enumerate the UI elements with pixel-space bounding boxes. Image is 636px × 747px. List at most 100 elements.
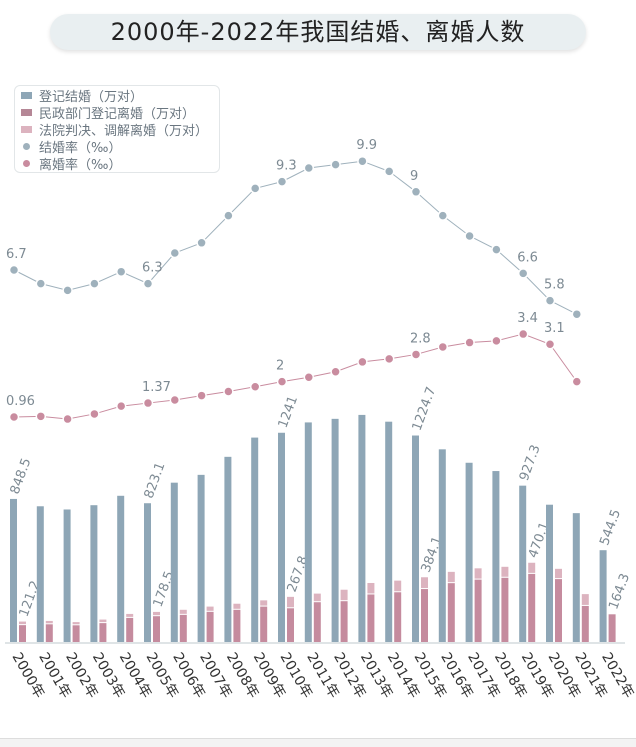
divorce-rate-point: [196, 390, 207, 401]
divorce-rate-point: [544, 338, 556, 350]
bar-civil-divorce: [45, 624, 53, 642]
divorce-rate-point: [89, 408, 100, 420]
bar-civil-divorce: [528, 573, 536, 642]
bar-marriage: [412, 435, 419, 642]
marriage-rate-point: [35, 278, 47, 289]
marriage-rate-point: [115, 266, 127, 277]
marriage-rate-label: 9: [410, 169, 418, 184]
bar-marriage: [117, 495, 125, 642]
bar-civil-divorce: [447, 583, 455, 642]
divorce-rate-point: [437, 341, 449, 353]
bar-court-divorce: [126, 613, 134, 617]
bar-court-divorce: [45, 620, 53, 624]
divorce-rate-point: [249, 381, 261, 392]
marriage-rate-point: [330, 159, 341, 170]
divorce-rate-label: 2: [276, 359, 284, 374]
marriage-rate-point: [383, 166, 395, 177]
bar-civil-divorce: [340, 601, 348, 642]
divorce-rate-point: [142, 397, 154, 409]
marriage-rate-label: 5.8: [544, 278, 565, 293]
legend-label: 法院判决、调解离婚（万对）: [39, 124, 209, 139]
bar-marriage: [170, 482, 178, 642]
divorce-rate-point: [276, 376, 288, 387]
marriage-rate-point: [89, 278, 100, 289]
marriage-rate-point: [142, 278, 154, 289]
marriage-rate-point: [196, 237, 207, 249]
marriage-rate-label: 9.9: [356, 138, 377, 153]
legend-dot: [23, 160, 30, 167]
legend-swatch: [21, 109, 32, 116]
divorce-rate-point: [357, 356, 368, 368]
bar-marriage: [572, 513, 580, 642]
divorce-rate-point: [169, 394, 181, 406]
legend-dot: [23, 143, 30, 150]
bar-court-divorce: [179, 609, 187, 614]
marriage-rate-point: [169, 247, 181, 259]
divorce-rate-label: 3.4: [517, 311, 538, 326]
divorce-rate-point: [115, 400, 127, 412]
divorce-rate-label: 1.37: [142, 380, 171, 395]
marriage-rate-point: [223, 210, 234, 221]
bar-civil-divorce: [394, 592, 402, 642]
bar-marriage: [251, 437, 259, 642]
bar-court-divorce: [421, 577, 428, 589]
marriage-rate-point: [544, 295, 556, 306]
bar-marriage: [385, 421, 393, 642]
divorce-rate-point: [383, 353, 395, 365]
legend-label: 结婚率（‰）: [39, 141, 122, 156]
data-label-marriage: 848.5: [8, 456, 35, 496]
legend-item-divorce-rate: 离婚率（‰）: [21, 155, 219, 173]
legend-swatch: [21, 126, 32, 133]
bar-civil-divorce: [367, 594, 375, 642]
bar-marriage: [304, 422, 312, 642]
bar-court-divorce: [447, 571, 455, 583]
bar-civil-divorce: [313, 602, 321, 642]
bar-marriage: [331, 418, 339, 642]
bar-civil-divorce: [474, 579, 482, 642]
bar-marriage: [90, 505, 98, 642]
bar-marriage: [492, 471, 500, 642]
marriage-rate-label: 6.3: [142, 261, 163, 276]
divorce-rate-point: [303, 371, 315, 383]
bar-court-divorce: [340, 589, 348, 601]
bar-civil-divorce: [72, 625, 80, 642]
marriage-rate-point: [464, 230, 475, 242]
bar-civil-divorce: [153, 616, 160, 642]
bar-civil-divorce: [179, 614, 187, 642]
marriage-rate-point: [303, 162, 315, 174]
bar-court-divorce: [206, 606, 214, 611]
marriage-rate-label: 6.6: [517, 250, 538, 265]
horizontal-scrollbar[interactable]: [0, 738, 636, 747]
divorce-rate-point: [491, 335, 502, 347]
bar-civil-divorce: [99, 623, 107, 642]
marriage-rate-point: [571, 308, 583, 320]
marriage-rate-point: [276, 176, 288, 187]
bar-marriage: [63, 509, 71, 642]
divorce-rate-point: [410, 349, 422, 360]
bar-marriage: [224, 456, 232, 642]
marriage-rate-point: [437, 210, 449, 221]
marriage-rate-point: [357, 155, 368, 167]
bar-marriage: [599, 550, 607, 642]
divorce-rate-point: [571, 376, 583, 387]
bar-court-divorce: [555, 568, 562, 579]
data-label-divorce: 164.3: [606, 572, 633, 612]
divorce-rate-label: 0.96: [6, 394, 35, 409]
bar-court-divorce: [233, 603, 241, 609]
data-label-marriage: 1224.7: [410, 385, 440, 433]
bar-court-divorce: [313, 593, 321, 602]
divorce-rate-point: [62, 413, 73, 425]
legend-item-court-divorce: 法院判决、调解离婚（万对）: [21, 121, 219, 139]
legend-label: 离婚率（‰）: [39, 158, 122, 173]
bar-marriage: [546, 504, 553, 642]
bar-court-divorce: [19, 621, 26, 625]
data-label-marriage: 1241: [276, 394, 301, 430]
legend-item-marriage-rate: 结婚率（‰）: [21, 138, 219, 156]
bar-marriage: [438, 449, 446, 642]
bar-civil-divorce: [581, 605, 589, 642]
divorce-rate-label: 3.1: [544, 321, 565, 336]
data-label-marriage: 544.5: [597, 507, 624, 547]
divorce-rate-point: [8, 411, 20, 423]
bar-civil-divorce: [555, 579, 562, 642]
